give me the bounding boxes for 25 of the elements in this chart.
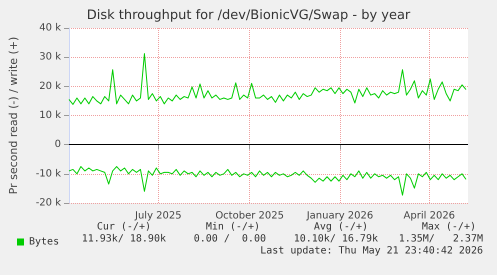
text: Last update: Thu May 21 23:40:42 2026 [260,246,483,256]
text: 11.93k/ 18.90k [82,234,166,244]
text: 0.00 / 0.00 [194,234,266,244]
y-tick-label: 30 k [39,52,62,63]
y-tick-label: 10 k [39,110,62,121]
chart-title: Disk throughput for /dev/BionicVG/Swap - by year [86,8,411,23]
text: Cur (-/+) [96,222,151,232]
x-tick-label: April 2026 [404,210,456,222]
text: Max (-/+) [422,222,476,232]
text: Min (-/+) [206,222,260,232]
y-tick-label: -10 k [36,168,62,180]
text: 1.35M/ 2.37M [398,234,483,244]
text: 10.10k/ 16.79k [294,234,378,244]
y-axis-title: Pr second read (-) / write (+) [7,36,20,194]
text: Avg (-/+) [314,222,368,232]
y-tick-label: 40 k [39,22,62,34]
x-tick-label: July 2025 [134,210,182,222]
line-series [68,53,467,105]
y-tick-label: 0 [54,139,61,150]
y-tick-label: -20 k [36,198,62,208]
x-tick-label: January 2026 [306,210,374,222]
line-series [68,166,467,196]
x-tick-label: October 2025 [215,210,284,222]
y-tick-label: 20 k [39,80,62,92]
legend-label: Bytes [29,236,60,248]
